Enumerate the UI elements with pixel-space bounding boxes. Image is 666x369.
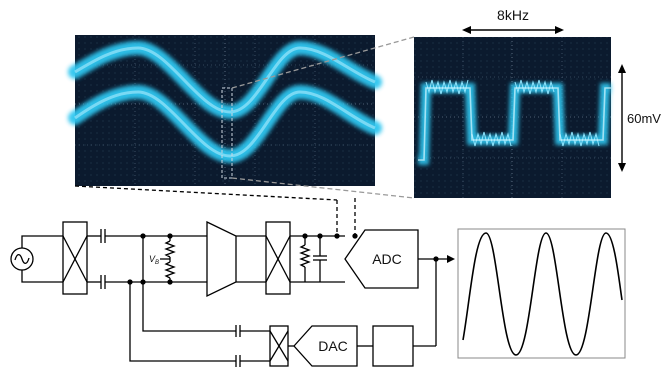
- scope-zoom-view: [414, 37, 611, 198]
- bias-resistor-top: [164, 240, 176, 258]
- scope-wide-view: [68, 35, 382, 186]
- digital-processing-block: [372, 325, 414, 367]
- square-wave-trace: [418, 79, 611, 165]
- frequency-annotation: 8kHz: [462, 7, 564, 34]
- scope-wide-traces: [68, 40, 382, 164]
- output-sine-trace: [462, 232, 623, 356]
- shunt-resistor: [299, 244, 311, 268]
- dac-label: DAC: [318, 338, 348, 354]
- trace-lower-core: [74, 90, 376, 158]
- probe-lines: [74, 185, 356, 236]
- amplifier-block: [206, 220, 237, 298]
- adc-label: ADC: [372, 251, 402, 267]
- zoom-projection-lines: [231, 36, 415, 199]
- amplitude-label: 60mV: [627, 111, 661, 126]
- output-sine-plot: [457, 228, 626, 359]
- circuit-schematic: [10, 220, 455, 367]
- output-plot-frame: [457, 228, 626, 359]
- zoom-selection-box: [221, 87, 233, 179]
- amplitude-annotation: 60mV: [618, 64, 661, 172]
- bias-resistor-bottom: [164, 261, 176, 279]
- bias-voltage-label: VB: [149, 254, 159, 266]
- frequency-label: 8kHz: [497, 7, 529, 23]
- trace-upper-core: [74, 46, 376, 114]
- ac-source-sine-icon: [14, 253, 30, 265]
